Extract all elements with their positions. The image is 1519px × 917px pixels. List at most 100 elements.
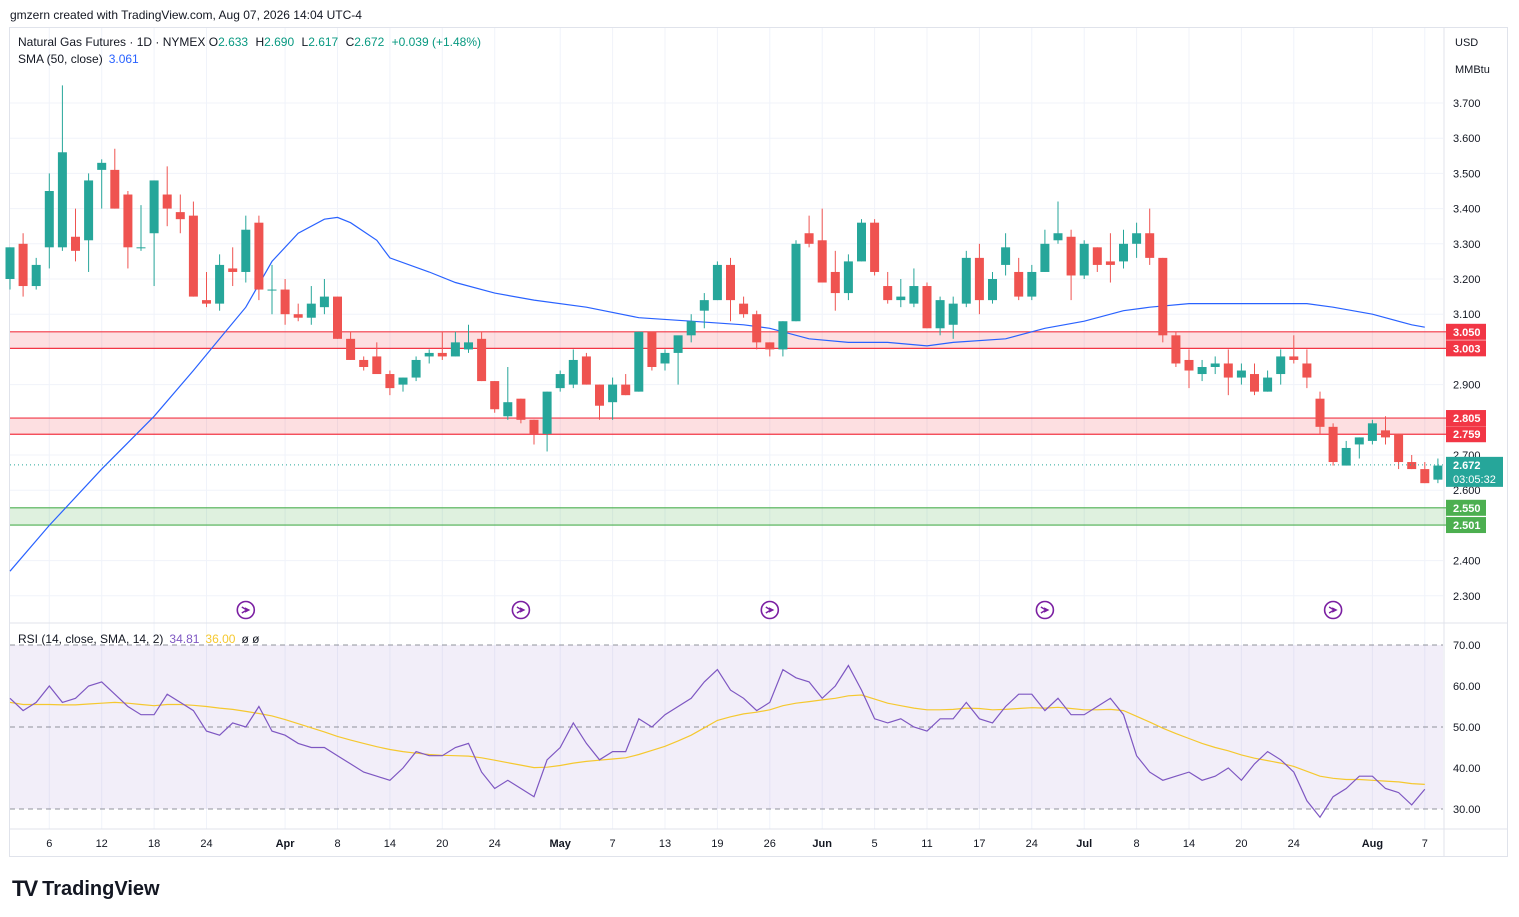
rsi-legend[interactable]: RSI (14, close, SMA, 14, 2) 34.81 36.00 ø ø xyxy=(18,632,259,646)
time-tick-label: 24 xyxy=(1026,838,1038,850)
candle-up xyxy=(935,296,945,336)
unit-label[interactable]: MMBtu xyxy=(1455,64,1490,76)
candle-up xyxy=(1001,233,1011,276)
candle-down xyxy=(18,233,28,297)
zone-price-tag xyxy=(1446,499,1486,516)
price-tick-label: 2.900 xyxy=(1453,380,1481,392)
candle-body xyxy=(778,321,788,350)
event-marker-glyph xyxy=(1328,606,1338,614)
candle-down xyxy=(123,191,133,269)
candle-down xyxy=(739,296,749,318)
candle-body xyxy=(1210,363,1220,367)
candle-down xyxy=(346,331,356,360)
rsi-tick-label: 30.00 xyxy=(1453,804,1481,816)
candle-up xyxy=(267,264,277,315)
event-marker-icon[interactable] xyxy=(511,600,531,620)
candle-up xyxy=(568,349,578,389)
candle-body xyxy=(254,222,264,290)
candle-down xyxy=(1158,257,1168,343)
event-marker-glyph xyxy=(1040,606,1050,614)
candle-up xyxy=(634,331,644,392)
candle-up xyxy=(686,314,696,343)
event-marker-icon[interactable] xyxy=(1323,600,1343,620)
candle-body xyxy=(765,342,775,350)
candle-down xyxy=(437,331,447,360)
zone-price-tag xyxy=(1446,517,1486,534)
candle-down xyxy=(490,381,500,413)
sma-value: 3.061 xyxy=(108,52,139,66)
symbol-legend[interactable]: Natural Gas Futures · 1D · NYMEX O2.633 … xyxy=(18,35,485,49)
candle-body xyxy=(817,240,827,283)
candle-body xyxy=(699,300,709,311)
candle-body xyxy=(883,286,893,301)
candle-body xyxy=(830,271,840,294)
price-tick-label: 2.300 xyxy=(1453,591,1481,603)
candle-down xyxy=(372,342,382,375)
candle-body xyxy=(608,384,618,403)
rsi-tick-label: 70.00 xyxy=(1453,640,1481,652)
time-tick-label: 24 xyxy=(200,838,212,850)
candle-up xyxy=(948,296,958,339)
candle-body xyxy=(136,247,146,249)
zone-price-label: 2.759 xyxy=(1453,429,1481,441)
time-tick-label: Jun xyxy=(812,838,832,850)
candle-down xyxy=(1315,391,1325,434)
open-label: O xyxy=(208,35,219,49)
candle-down xyxy=(726,257,735,322)
time-tick-label: Apr xyxy=(276,838,296,850)
brand-name: TradingView xyxy=(42,877,160,900)
event-marker-icon[interactable] xyxy=(1035,600,1055,620)
price-tick-label: 3.400 xyxy=(1453,204,1481,216)
candle-body xyxy=(280,289,290,315)
candle-down xyxy=(1420,462,1430,484)
candle-body xyxy=(1367,423,1377,441)
price-tick-label: 2.400 xyxy=(1453,556,1481,568)
candle-body xyxy=(529,419,539,434)
event-marker-glyph xyxy=(765,606,775,614)
time-tick-label: 13 xyxy=(659,838,671,850)
candle-body xyxy=(909,286,919,304)
candle-down xyxy=(1145,208,1155,265)
candle-body xyxy=(293,314,303,318)
candle-body xyxy=(1197,367,1207,375)
time-tick-label: 17 xyxy=(973,838,985,850)
zone-price-label: 3.003 xyxy=(1453,343,1481,355)
candle-down xyxy=(974,243,984,315)
candle-down xyxy=(1250,363,1259,396)
candle-body xyxy=(411,359,421,378)
event-marker-icon[interactable] xyxy=(760,600,780,620)
candle-body xyxy=(464,342,473,350)
candle-body xyxy=(267,289,277,291)
open-value: 2.633 xyxy=(218,35,249,49)
event-markers xyxy=(236,600,1343,620)
candle-body xyxy=(739,303,749,315)
currency-label[interactable]: USD xyxy=(1455,37,1479,49)
candle-down xyxy=(188,201,198,297)
candle-down xyxy=(647,331,657,371)
candle-body xyxy=(581,356,591,385)
event-marker-icon[interactable] xyxy=(236,600,256,620)
candle-body xyxy=(306,303,316,318)
candle-down xyxy=(175,194,185,234)
candle-down xyxy=(922,282,932,329)
candle-body xyxy=(202,300,211,304)
candle-up xyxy=(424,349,434,364)
candle-body xyxy=(555,374,565,389)
candle-body xyxy=(31,264,41,287)
candle-body xyxy=(1407,462,1417,470)
rsi-ma-value: 36.00 xyxy=(205,632,236,646)
sma-legend[interactable]: SMA (50, close) 3.061 xyxy=(18,52,139,66)
close-label: C xyxy=(345,35,355,49)
rsi-line xyxy=(9,664,1426,819)
candle-down xyxy=(1289,335,1299,364)
tradingview-brand[interactable]: TV TradingView xyxy=(12,876,160,902)
countdown-label: 03:05:32 xyxy=(1453,474,1496,486)
rsi-ma-line xyxy=(9,694,1425,785)
candle-up xyxy=(660,349,670,371)
candle-up xyxy=(1367,419,1377,445)
candle-body xyxy=(1341,447,1351,466)
candle-body xyxy=(1263,377,1273,392)
candle-up xyxy=(1132,222,1142,258)
zone-price-tag xyxy=(1446,340,1486,357)
